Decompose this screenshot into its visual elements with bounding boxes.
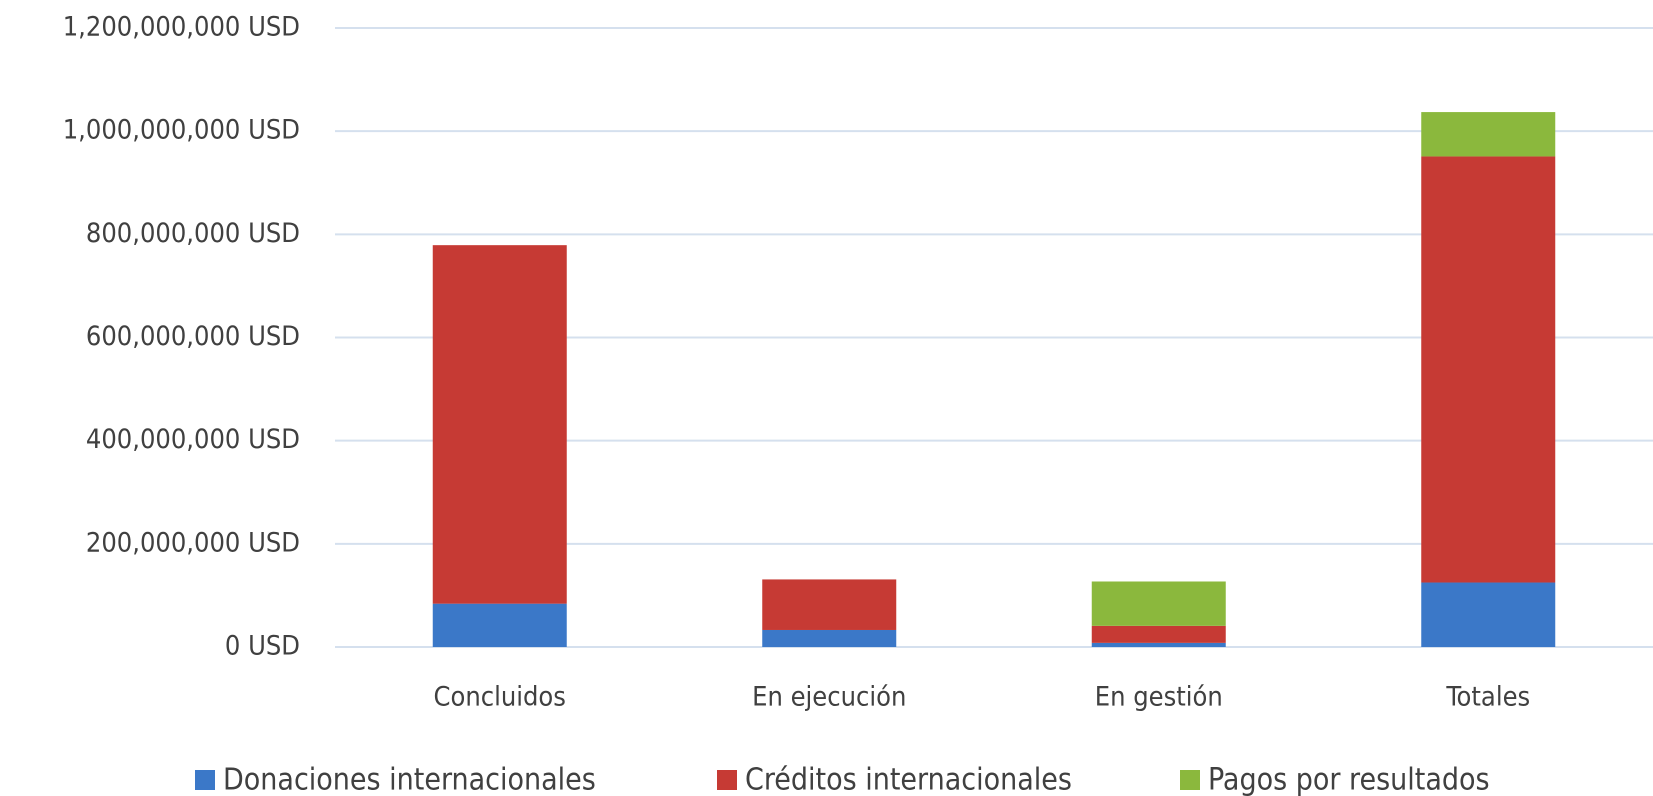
y-tick-label: 600,000,000 USD: [86, 321, 300, 352]
bar-segment: [432, 603, 567, 647]
bar-segment: [1421, 156, 1556, 583]
bar-segment: [1091, 642, 1226, 647]
bar-segment: [762, 579, 897, 630]
legend-label: Donaciones internacionales: [223, 763, 596, 796]
legend-swatch: [195, 770, 215, 790]
legend-swatch: [1180, 770, 1200, 790]
legend-label: Créditos internacionales: [745, 763, 1072, 796]
y-tick-label: 1,000,000,000 USD: [63, 115, 300, 146]
bar-segment: [1421, 112, 1556, 157]
y-tick-label: 800,000,000 USD: [86, 218, 300, 249]
x-tick-label: En gestión: [1095, 682, 1223, 713]
bar-segment: [1091, 581, 1226, 626]
legend-label: Pagos por resultados: [1208, 763, 1490, 796]
bar-segment: [1421, 582, 1556, 647]
x-tick-label: En ejecución: [752, 682, 906, 713]
legend-swatch: [717, 770, 737, 790]
y-tick-label: 200,000,000 USD: [86, 527, 300, 558]
y-tick-label: 0 USD: [225, 631, 300, 662]
bar-segment: [432, 245, 567, 604]
x-tick-label: Concluidos: [434, 682, 566, 713]
bar-segment: [1091, 625, 1226, 643]
y-tick-label: 400,000,000 USD: [86, 424, 300, 455]
y-tick-label: 1,200,000,000 USD: [63, 12, 300, 43]
bar-segment: [762, 629, 897, 647]
x-tick-label: Totales: [1445, 682, 1530, 713]
